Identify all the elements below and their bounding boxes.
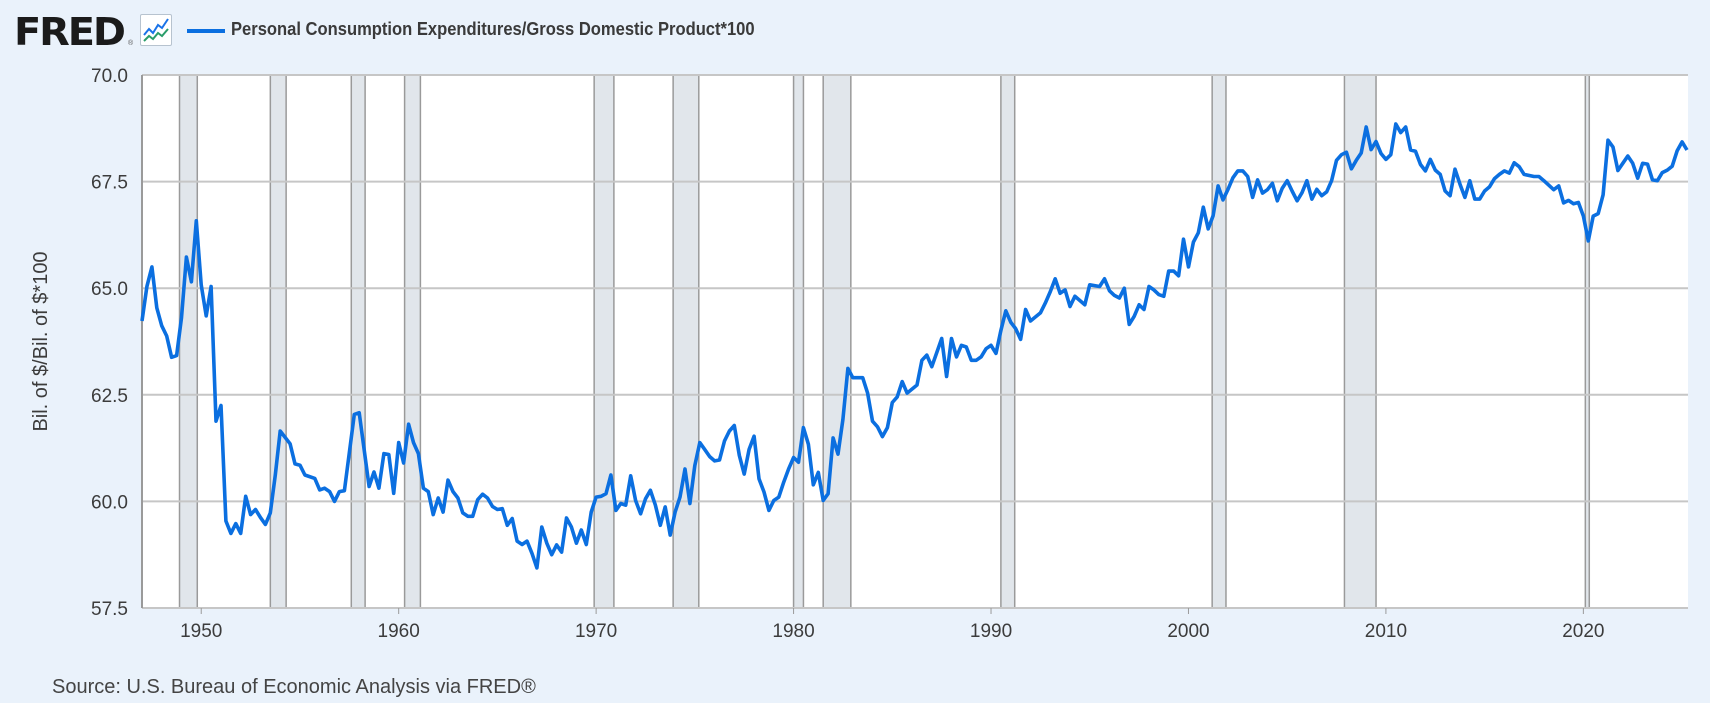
recession-band bbox=[594, 75, 614, 608]
recession-band bbox=[270, 75, 287, 608]
x-tick-label: 2010 bbox=[1365, 621, 1407, 642]
recession-band bbox=[1212, 75, 1226, 608]
x-tick-label: 2000 bbox=[1167, 621, 1209, 642]
series-line bbox=[140, 122, 1689, 570]
recession-band bbox=[1000, 75, 1015, 608]
legend-swatch bbox=[187, 29, 225, 33]
recession-band bbox=[673, 75, 699, 608]
source-note: Source: U.S. Bureau of Economic Analysis… bbox=[52, 676, 536, 698]
y-axis-label: Bil. of $/Bil. of $*100 bbox=[30, 251, 52, 431]
x-tick-label: 1970 bbox=[575, 621, 617, 642]
plot-area bbox=[142, 75, 1688, 608]
recession-band bbox=[351, 75, 366, 608]
fred-logo[interactable]: FRED bbox=[14, 10, 126, 54]
x-tick-label: 1950 bbox=[180, 621, 222, 642]
registered-mark: ® bbox=[128, 40, 134, 47]
chart-line-icon[interactable] bbox=[140, 14, 172, 46]
y-tick-label: 62.5 bbox=[91, 386, 128, 407]
x-tick-label: 1990 bbox=[970, 621, 1012, 642]
recession-band bbox=[179, 75, 198, 608]
y-tick-label: 70.0 bbox=[91, 66, 128, 87]
legend-series-label[interactable]: Personal Consumption Expenditures/Gross … bbox=[231, 19, 755, 39]
x-tick-label: 1960 bbox=[378, 621, 420, 642]
recession-band bbox=[823, 75, 851, 608]
x-tick-label: 1980 bbox=[772, 621, 814, 642]
y-tick-label: 67.5 bbox=[91, 173, 128, 194]
recession-band bbox=[1585, 75, 1590, 608]
y-tick-label: 65.0 bbox=[91, 279, 128, 300]
recession-band bbox=[404, 75, 421, 608]
fred-logo-text: FRED bbox=[14, 10, 126, 54]
recession-band bbox=[793, 75, 804, 608]
y-tick-label: 57.5 bbox=[91, 599, 128, 620]
y-tick-label: 60.0 bbox=[91, 492, 128, 513]
x-tick-label: 2020 bbox=[1562, 621, 1604, 642]
